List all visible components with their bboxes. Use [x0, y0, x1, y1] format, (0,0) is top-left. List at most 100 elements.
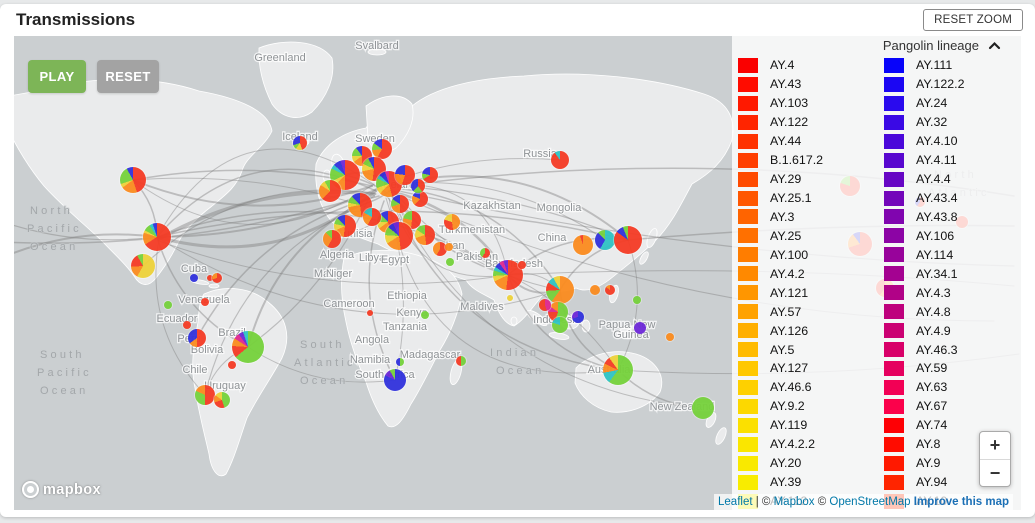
- legend-item-AY.4.3[interactable]: AY.4.3: [884, 283, 1021, 302]
- zoom-in-button[interactable]: +: [980, 432, 1010, 459]
- legend-item-AY.4.8[interactable]: AY.4.8: [884, 302, 1021, 321]
- legend-item-AY.4.11[interactable]: AY.4.11: [884, 151, 1021, 170]
- pie-marker-58[interactable]: [634, 322, 646, 334]
- pie-marker-59[interactable]: [666, 333, 674, 341]
- pie-marker-50[interactable]: [546, 276, 574, 304]
- legend-item-AY.63[interactable]: AY.63: [884, 378, 1021, 397]
- pie-marker-45[interactable]: [445, 243, 453, 251]
- legend-item-AY.4.9[interactable]: AY.4.9: [884, 321, 1021, 340]
- play-button[interactable]: PLAY: [28, 60, 86, 93]
- legend-item-AY.29[interactable]: AY.29: [738, 170, 884, 189]
- pie-marker-46[interactable]: [480, 248, 490, 258]
- legend-item-AY.4.2[interactable]: AY.4.2: [738, 264, 884, 283]
- pie-marker-6[interactable]: [395, 165, 415, 185]
- legend-item-AY.43[interactable]: AY.43: [738, 75, 884, 94]
- pie-marker-28[interactable]: [212, 273, 222, 283]
- pie-marker-62[interactable]: [692, 397, 714, 419]
- pie-marker-16[interactable]: [422, 167, 438, 183]
- pie-marker-40[interactable]: [384, 369, 406, 391]
- pie-marker-26[interactable]: [190, 274, 198, 282]
- pie-marker-43[interactable]: [518, 261, 526, 269]
- pie-marker-17[interactable]: [433, 242, 447, 256]
- pie-marker-57[interactable]: [633, 296, 641, 304]
- pie-marker-44[interactable]: [446, 258, 454, 266]
- pie-marker-11[interactable]: [363, 208, 381, 226]
- pie-marker-47[interactable]: [595, 230, 615, 250]
- legend-item-AY.46.3[interactable]: AY.46.3: [884, 340, 1021, 359]
- legend-item-AY.122.2[interactable]: AY.122.2: [884, 75, 1021, 94]
- pie-marker-61[interactable]: [603, 355, 633, 385]
- pie-marker-27[interactable]: [207, 275, 213, 281]
- legend-item-AY.103[interactable]: AY.103: [738, 94, 884, 113]
- attribution-link-improve-this-map[interactable]: Improve this map: [913, 496, 1009, 508]
- legend-item-AY.46.6[interactable]: AY.46.6: [738, 378, 884, 397]
- legend-item-AY.25[interactable]: AY.25: [738, 226, 884, 245]
- legend-item-AY.121[interactable]: AY.121: [738, 283, 884, 302]
- pie-marker-3[interactable]: [372, 139, 392, 159]
- legend-item-AY.127[interactable]: AY.127: [738, 359, 884, 378]
- legend-item-AY.111[interactable]: AY.111: [884, 56, 1021, 75]
- pie-marker-31[interactable]: [164, 301, 172, 309]
- pie-marker-35[interactable]: [195, 385, 215, 405]
- pie-marker-52[interactable]: [605, 285, 615, 295]
- legend-item-AY.119[interactable]: AY.119: [738, 416, 884, 435]
- pie-marker-18[interactable]: [444, 214, 460, 230]
- pie-marker-8[interactable]: [334, 215, 356, 237]
- pie-marker-33[interactable]: [183, 321, 191, 329]
- legend-item-AY.25.1[interactable]: AY.25.1: [738, 189, 884, 208]
- legend-item-AY.57[interactable]: AY.57: [738, 302, 884, 321]
- legend-item-AY.34.1[interactable]: AY.34.1: [884, 264, 1021, 283]
- legend-item-AY.32[interactable]: AY.32: [884, 113, 1021, 132]
- legend-item-AY.106[interactable]: AY.106: [884, 226, 1021, 245]
- pie-marker-32[interactable]: [201, 298, 209, 306]
- legend-item-AY.126[interactable]: AY.126: [738, 321, 884, 340]
- legend-item-AY.3[interactable]: AY.3: [738, 208, 884, 227]
- reset-zoom-button[interactable]: RESET ZOOM: [923, 9, 1023, 31]
- pie-marker-37[interactable]: [367, 310, 373, 316]
- attribution-link-leaflet[interactable]: Leaflet: [718, 496, 753, 508]
- legend-item-AY.20[interactable]: AY.20: [738, 454, 884, 473]
- legend-item-AY.9[interactable]: AY.9: [884, 454, 1021, 473]
- pie-marker-24[interactable]: [143, 223, 171, 251]
- legend-item-AY.4.10[interactable]: AY.4.10: [884, 132, 1021, 151]
- legend-item-AY.43.8[interactable]: AY.43.8: [884, 208, 1021, 227]
- pie-marker-38[interactable]: [421, 311, 429, 319]
- legend-item-AY.94[interactable]: AY.94: [884, 473, 1021, 492]
- pie-marker-1[interactable]: [319, 180, 341, 202]
- legend-item-AY.122[interactable]: AY.122: [738, 113, 884, 132]
- pie-marker-56[interactable]: [572, 311, 584, 323]
- legend-item-AY.9.2[interactable]: AY.9.2: [738, 397, 884, 416]
- attribution-link-mapbox[interactable]: Mapbox: [773, 496, 815, 508]
- pie-marker-19[interactable]: [411, 179, 425, 193]
- pie-marker-25[interactable]: [131, 254, 155, 278]
- pie-marker-34[interactable]: [228, 361, 236, 369]
- legend-item-AY.59[interactable]: AY.59: [884, 359, 1021, 378]
- legend-item-AY.4[interactable]: AY.4: [738, 56, 884, 75]
- pie-marker-36[interactable]: [214, 392, 230, 408]
- pie-marker-30[interactable]: [232, 331, 264, 363]
- pie-marker-48[interactable]: [614, 226, 642, 254]
- zoom-out-button[interactable]: −: [980, 459, 1010, 486]
- pie-marker-22[interactable]: [551, 151, 569, 169]
- pie-marker-51[interactable]: [590, 285, 600, 295]
- legend-item-B.1.617.2[interactable]: B.1.617.2: [738, 151, 884, 170]
- attribution-link-openstreetmap[interactable]: OpenStreetMap: [829, 496, 911, 508]
- pie-marker-21[interactable]: [293, 136, 307, 150]
- legend-item-AY.67[interactable]: AY.67: [884, 397, 1021, 416]
- legend-item-AY.114[interactable]: AY.114: [884, 245, 1021, 264]
- pie-marker-41[interactable]: [456, 356, 466, 366]
- pie-marker-39[interactable]: [396, 358, 404, 366]
- legend-item-AY.43.4[interactable]: AY.43.4: [884, 189, 1021, 208]
- pie-marker-55[interactable]: [539, 299, 551, 311]
- chevron-up-icon[interactable]: [988, 41, 1001, 50]
- reset-button[interactable]: RESET: [97, 60, 159, 93]
- pie-marker-14[interactable]: [415, 225, 435, 245]
- legend-item-AY.24[interactable]: AY.24: [884, 94, 1021, 113]
- pie-marker-15[interactable]: [412, 191, 428, 207]
- legend-item-AY.4.4[interactable]: AY.4.4: [884, 170, 1021, 189]
- legend-item-AY.5[interactable]: AY.5: [738, 340, 884, 359]
- pie-marker-54[interactable]: [552, 317, 568, 333]
- legend-item-AY.8[interactable]: AY.8: [884, 435, 1021, 454]
- pie-marker-9[interactable]: [323, 230, 341, 248]
- pie-marker-12[interactable]: [391, 195, 409, 213]
